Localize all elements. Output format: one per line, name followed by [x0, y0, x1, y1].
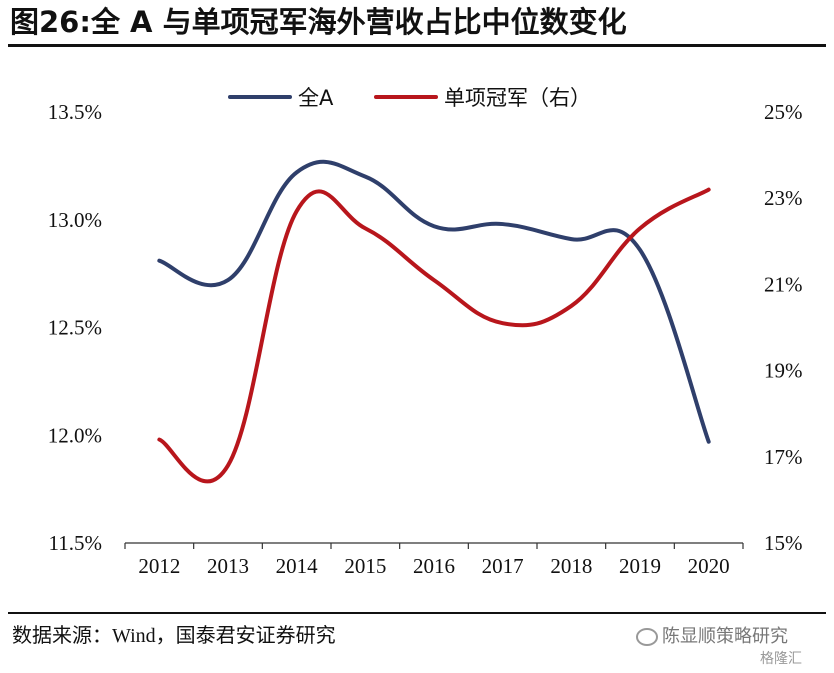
x-tick-label: 2012: [138, 554, 180, 578]
x-tick-label: 2017: [482, 554, 524, 578]
axes-layer: 2012 2013 2014 2015 2016 2017 2018 2019 2020 11.5…: [48, 100, 803, 578]
watermark-brand: 格隆汇: [760, 651, 802, 667]
legend-label: 单项冠军（右）: [444, 86, 591, 110]
y-right-tick-label: 17%: [764, 445, 803, 469]
series-line-champion: [157, 187, 711, 484]
footer-rule: [8, 612, 826, 614]
chart-title: 图26:全 A 与单项冠军海外营收占比中位数变化: [10, 5, 627, 39]
wechat-icon: [636, 628, 658, 646]
watermark: 陈显顺策略研究: [636, 622, 788, 648]
x-tick-label: 2014: [276, 554, 319, 578]
y-right-tick-label: 23%: [764, 186, 803, 210]
watermark-account: 陈显顺策略研究: [662, 626, 788, 647]
series-line-all-a: [157, 159, 711, 444]
y-left-tick-label: 12.0%: [48, 423, 102, 447]
y-left-tick-label: 12.5%: [48, 316, 102, 340]
y-left-tick-label: 13.5%: [48, 100, 102, 124]
legend: 全A 单项冠军（右）: [228, 86, 591, 110]
x-tick-label: 2019: [619, 554, 661, 578]
source-text: Wind，国泰君安证券研究: [112, 625, 336, 647]
y-left-tick-label: 11.5%: [49, 531, 102, 555]
x-tick-label: 2016: [413, 554, 455, 578]
source-note: 数据来源：Wind，国泰君安证券研究: [12, 620, 336, 651]
y-left-tick-label: 13.0%: [48, 208, 102, 232]
x-tick-label: 2018: [550, 554, 592, 578]
x-tick-label: 2020: [688, 554, 730, 578]
x-tick-label: 2015: [344, 554, 386, 578]
y-right-tick-label: 25%: [764, 100, 803, 124]
source-prefix: 数据来源：: [12, 623, 112, 647]
title-rule: [8, 44, 826, 47]
x-tick-label: 2013: [207, 554, 249, 578]
series-layer: [157, 159, 711, 484]
y-right-tick-label: 19%: [764, 359, 803, 383]
y-right-tick-label: 21%: [764, 272, 803, 296]
legend-label: 全A: [298, 86, 334, 110]
chart: 2012 2013 2014 2015 2016 2017 2018 2019 2020 11.5…: [48, 86, 803, 578]
y-right-tick-label: 15%: [764, 531, 803, 555]
